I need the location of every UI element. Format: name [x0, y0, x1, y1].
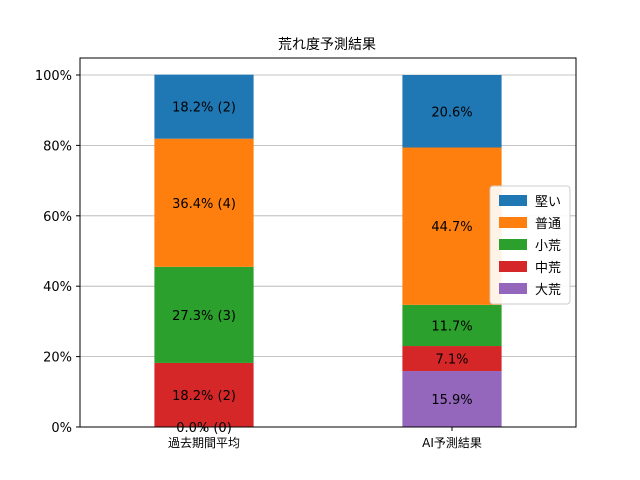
legend-swatch: [499, 217, 527, 228]
bar-segment: [402, 346, 502, 372]
bar-segment: [402, 75, 502, 148]
legend-label: 大荒: [535, 283, 561, 298]
x-tick-label: AI予測結果: [422, 436, 482, 450]
bar-data-label: 44.7%: [431, 220, 472, 235]
y-axis: 0% 20% 40% 60% 80% 100%: [35, 69, 80, 436]
legend-box: [489, 185, 571, 305]
bar-segment: [154, 138, 254, 267]
legend-swatch: [499, 239, 527, 250]
bar-labels: 0.0% (0)18.2% (2)27.3% (3)36.4% (4)18.2%…: [172, 101, 473, 436]
y-tick-label: 80%: [43, 139, 72, 154]
bar-segment: [154, 74, 254, 139]
bar-data-label: 36.4% (4): [172, 197, 236, 212]
bar-segment: [154, 362, 254, 427]
y-tick-label: 60%: [43, 210, 72, 225]
legend-label: 堅い: [535, 195, 561, 210]
y-tick-label: 20%: [43, 351, 72, 366]
chart-title: 荒れ度予測結果: [278, 37, 376, 53]
bar-data-label: 15.9%: [431, 393, 472, 408]
legend-label: 中荒: [535, 261, 561, 276]
plot-frame: [79, 57, 577, 428]
bar-data-label: 7.1%: [435, 353, 468, 368]
x-tick-label: 過去期間平均: [168, 436, 240, 450]
legend-label: 小荒: [535, 239, 561, 254]
x-axis: 過去期間平均 AI予測結果: [168, 427, 482, 450]
legend-label: 普通: [535, 217, 561, 232]
bar-segment: [402, 371, 502, 427]
bar-segment: [154, 266, 254, 363]
legend-swatch: [499, 195, 527, 206]
bar-segment: [402, 147, 502, 305]
bar-data-label: 11.7%: [431, 319, 472, 334]
y-tick-label: 100%: [35, 69, 72, 84]
bar-data-label: 18.2% (2): [172, 389, 236, 404]
bar-segment: [402, 304, 502, 347]
bars: [154, 74, 502, 427]
bar-data-label: 18.2% (2): [172, 101, 236, 116]
legend-swatch: [499, 283, 527, 294]
bar-data-label: 27.3% (3): [172, 309, 236, 324]
bar-data-label: 20.6%: [431, 105, 472, 120]
y-tick-label: 40%: [43, 280, 72, 295]
y-tick-label: 0%: [51, 421, 72, 436]
legend-swatch: [499, 261, 527, 272]
